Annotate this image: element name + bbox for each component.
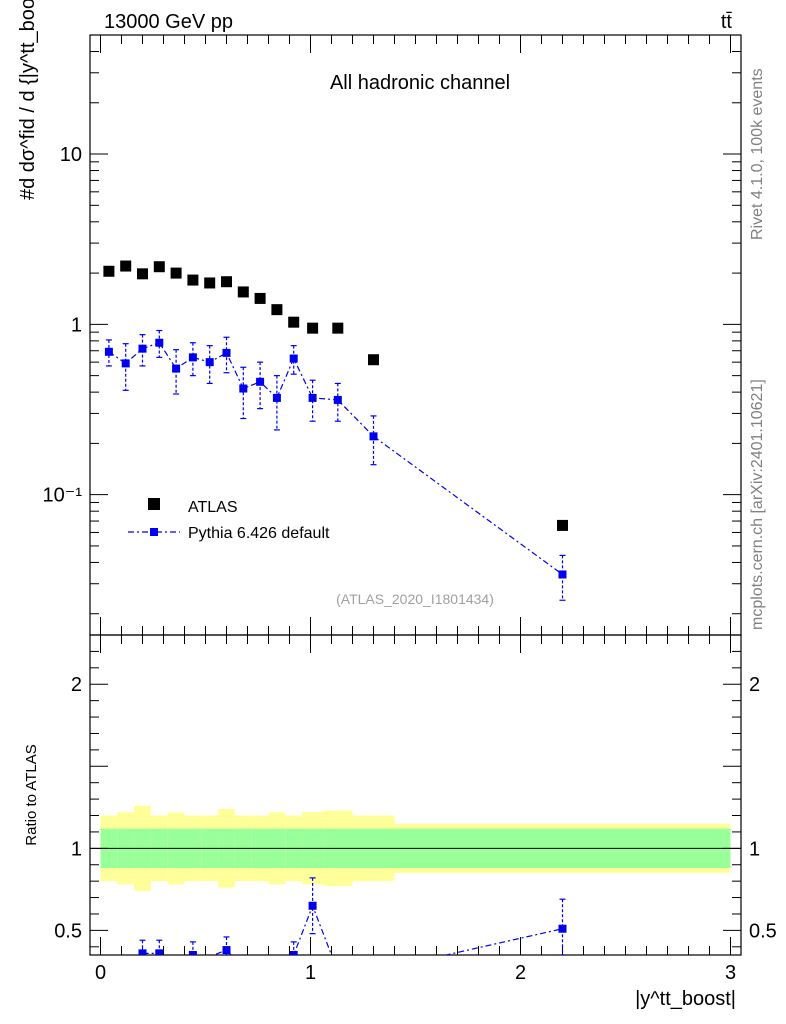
pythia-point (104, 347, 113, 356)
pythia-point (121, 359, 130, 368)
atlas-point (271, 304, 283, 316)
ratio-y-tick-label-left: 2 (71, 674, 82, 696)
header-energy-label: 13000 GeV pp (104, 11, 233, 33)
ratio-pythia-group (138, 877, 567, 955)
main-y-axis-label: #d dσ^fid / d {|y^tt_boost|} [pb] (17, 0, 39, 200)
atlas-point (221, 276, 232, 288)
pythia-point (188, 353, 197, 362)
atlas-point (204, 277, 216, 289)
ratio-y-axis-label: Ratio to ATLAS (23, 744, 40, 845)
ratio-bands (100, 805, 731, 891)
atlas-point (237, 286, 249, 298)
rivet-version-label: Rivet 4.1.0, 100k events (749, 68, 766, 240)
ratio-pythia-point (138, 949, 147, 955)
header-process-label: tt̄ (721, 11, 733, 33)
main-panel-frame (89, 34, 742, 636)
atlas-point (153, 261, 165, 273)
pythia-point (289, 354, 298, 363)
legend-pythia-marker (150, 528, 158, 536)
ratio-pythia-point (188, 951, 197, 955)
ratio-y-tick-label-right: 0.5 (749, 920, 777, 942)
ratio-pythia-line (139, 904, 563, 955)
pythia-point (308, 393, 317, 402)
ratio-pythia-point (308, 901, 317, 910)
atlas-point (254, 292, 266, 304)
data-series (103, 260, 568, 955)
ratio-pythia-point (289, 951, 298, 955)
mcplots-label: mcplots.cern.ch [arXiv:2401.10621] (749, 379, 766, 630)
pythia-point (333, 395, 342, 404)
ratio-y-tick-label-left: 0.5 (54, 920, 82, 942)
ratio-pythia-point (222, 946, 231, 955)
main-y-tick-label: 1 (71, 314, 82, 336)
pythia-point (558, 570, 567, 579)
main-y-tick-label: 10⁻¹ (43, 485, 83, 507)
x-tick-label: 0 (95, 962, 106, 984)
ratio-y-tick-label-right: 2 (749, 674, 760, 696)
pythia-point (172, 364, 181, 373)
atlas-point (557, 519, 568, 531)
axis-ticks: 0 1 2 3 10⁻¹ 1 10 0.5 0.5 1 1 2 2 (43, 34, 777, 984)
x-tick-label: 2 (515, 962, 526, 984)
ratio-y-tick-label-left: 1 (71, 838, 82, 860)
atlas-point (187, 274, 199, 286)
atlas-point (307, 322, 319, 334)
ratio-y-tick-label-right: 1 (749, 838, 760, 860)
atlas-point (288, 316, 300, 328)
atlas-point (103, 265, 115, 277)
pythia-point (222, 348, 231, 357)
atlas-point (137, 268, 148, 280)
pythia-line (108, 342, 563, 575)
chart-title: All hadronic channel (330, 72, 510, 94)
analysis-id: (ATLAS_2020_I1801434) (336, 591, 494, 607)
legend-pythia-label: Pythia 6.426 default (188, 525, 330, 542)
pythia-point (272, 393, 281, 402)
main-y-tick-label: 10 (60, 144, 82, 166)
pythia-point (369, 432, 378, 441)
x-tick-label: 1 (305, 962, 316, 984)
pythia-point (239, 384, 248, 393)
atlas-point (170, 267, 182, 279)
pythia-point (256, 377, 265, 386)
legend-atlas-marker (148, 498, 160, 510)
x-tick-label: 3 (725, 962, 736, 984)
atlas-point (120, 260, 132, 272)
main-y-axis-text: #d dσ^fid / d {|y^tt_boost|} [pb] (17, 0, 39, 200)
ratio-pythia-point (155, 949, 164, 955)
pythia-point (205, 358, 214, 367)
x-axis-label: |y^tt_boost| (635, 988, 736, 1010)
pythia-point (138, 344, 147, 353)
legend-atlas-label: ATLAS (188, 499, 238, 516)
ratio-pythia-point (558, 924, 567, 933)
atlas-point (368, 354, 379, 366)
ratio-panel-frame (89, 634, 742, 956)
pythia-point (155, 338, 164, 347)
atlas-point (332, 322, 344, 334)
